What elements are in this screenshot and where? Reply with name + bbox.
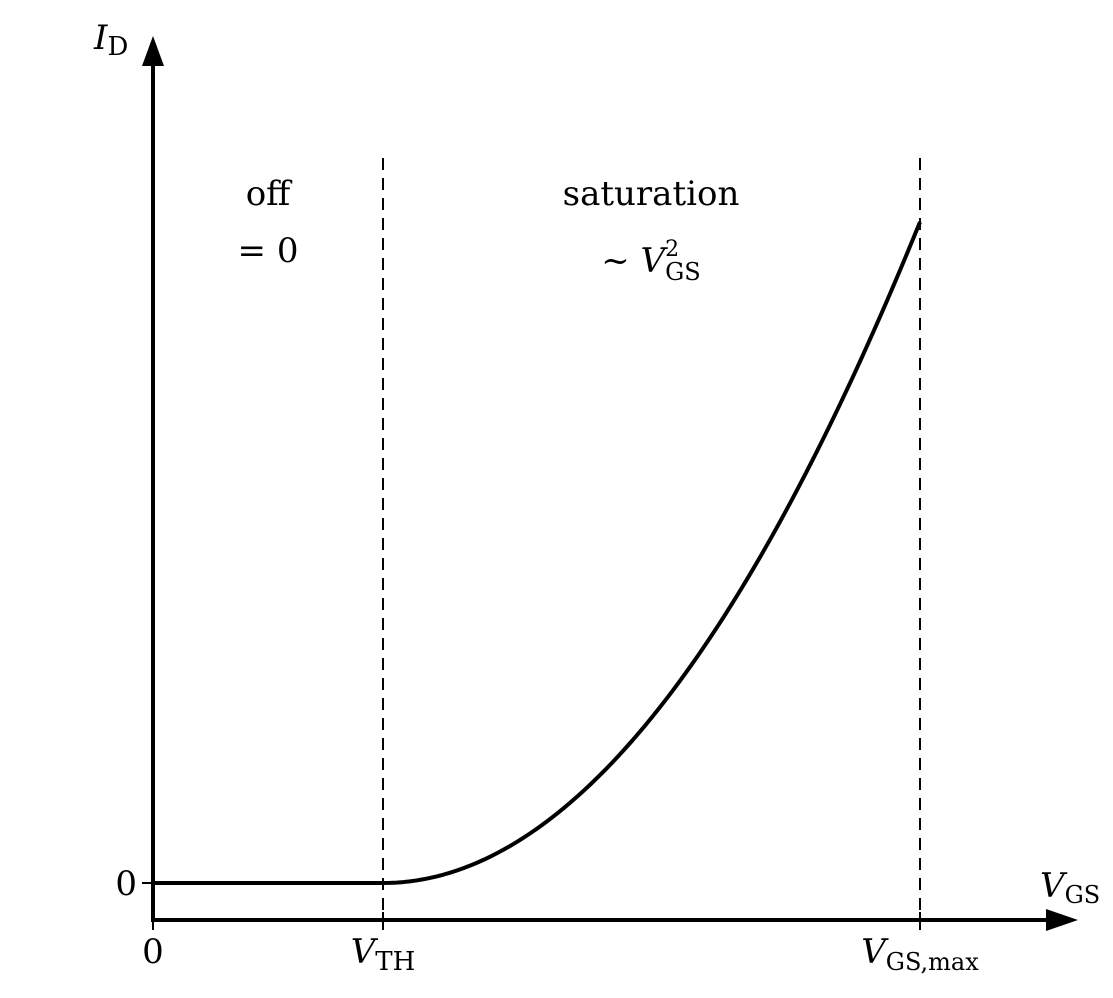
- off-region-value: = 0: [238, 231, 299, 271]
- x-tick-label-vth: VTH: [351, 932, 416, 977]
- x-tick-label-0: 0: [142, 932, 164, 972]
- y-axis-title: ID: [93, 18, 128, 62]
- saturation-region-title: saturation: [563, 174, 740, 214]
- y-axis-arrowhead: [142, 36, 164, 66]
- off-region-title: off: [246, 174, 293, 214]
- saturation-region-formula: ~ V2 GS: [601, 237, 700, 286]
- x-axis-title: VGS: [1040, 866, 1100, 909]
- drain-current-curve: [153, 221, 922, 885]
- x-tick-label-vgsmax: VGS,max: [861, 932, 979, 976]
- x-axis-arrowhead: [1046, 909, 1078, 931]
- y-tick-label-0: 0: [115, 864, 137, 904]
